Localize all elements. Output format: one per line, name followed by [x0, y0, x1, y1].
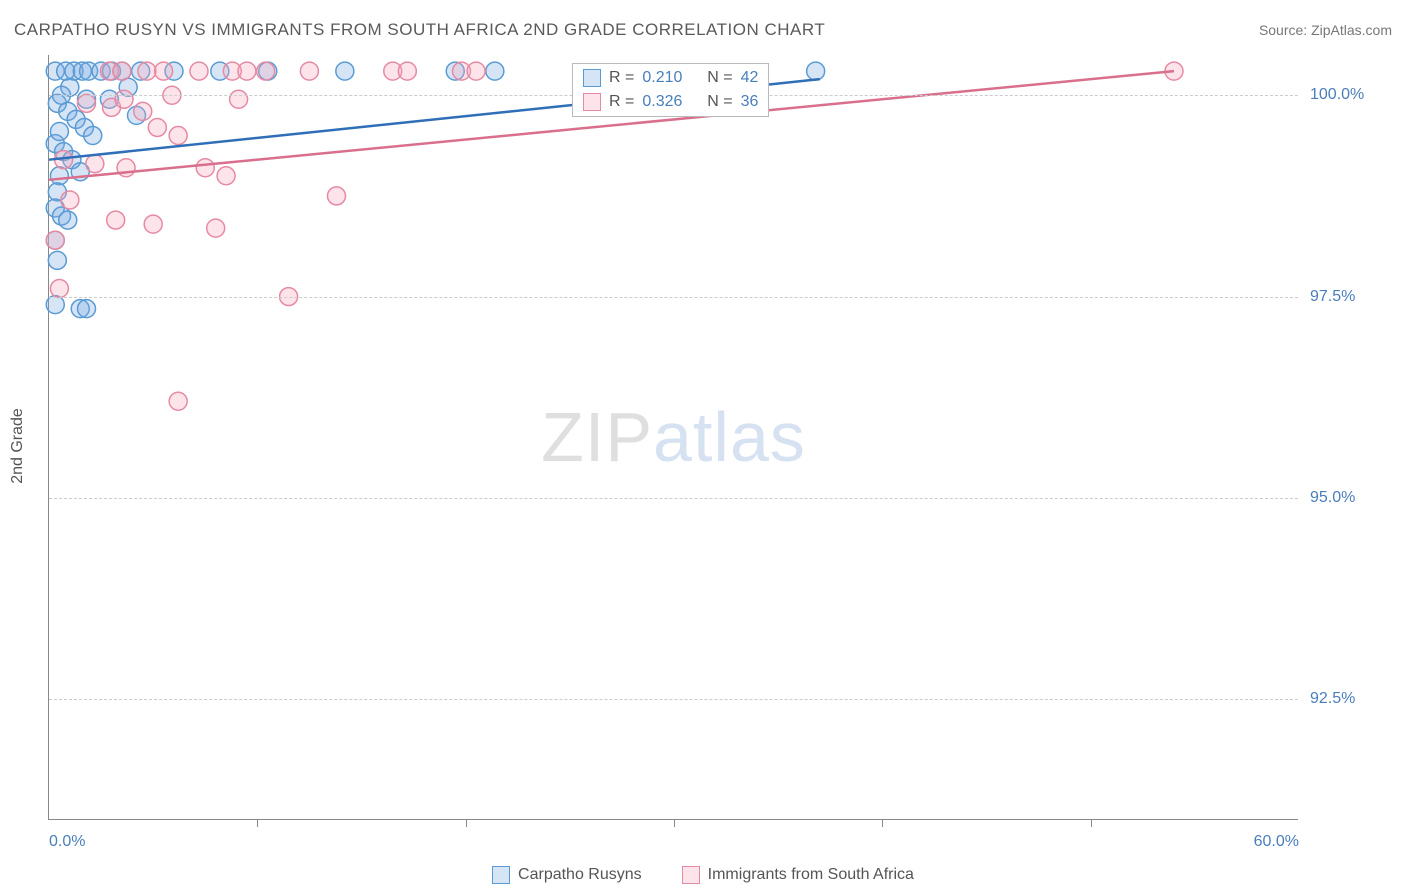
- data-point: [48, 251, 66, 269]
- y-tick-label: 100.0%: [1310, 86, 1390, 104]
- data-point: [107, 211, 125, 229]
- stats-row: R = 0.326 N = 36: [573, 90, 768, 114]
- data-point: [46, 231, 64, 249]
- x-minor-tick: [674, 819, 675, 827]
- data-point: [155, 62, 173, 80]
- gridline-h: [49, 498, 1298, 499]
- data-point: [113, 62, 131, 80]
- source-prefix: Source:: [1259, 22, 1311, 38]
- stats-row: R = 0.210 N = 42: [573, 66, 768, 90]
- x-tick-label: 60.0%: [1254, 833, 1299, 851]
- y-tick-label: 92.5%: [1310, 690, 1390, 708]
- data-point: [238, 62, 256, 80]
- data-point: [148, 118, 166, 136]
- r-label: R =: [609, 69, 634, 87]
- data-point: [84, 127, 102, 145]
- stats-swatch: [583, 93, 601, 111]
- data-point: [169, 392, 187, 410]
- y-axis-label: 2nd Grade: [9, 408, 27, 484]
- data-point: [217, 167, 235, 185]
- data-point: [328, 187, 346, 205]
- legend-swatch: [682, 866, 700, 884]
- legend: Carpatho Rusyns Immigrants from South Afr…: [0, 866, 1406, 884]
- title-bar: CARPATHO RUSYN VS IMMIGRANTS FROM SOUTH …: [14, 20, 1392, 40]
- chart-container: CARPATHO RUSYN VS IMMIGRANTS FROM SOUTH …: [0, 0, 1406, 892]
- data-point: [300, 62, 318, 80]
- legend-label: Immigrants from South Africa: [708, 866, 914, 884]
- legend-label: Carpatho Rusyns: [518, 866, 642, 884]
- y-tick-label: 95.0%: [1310, 489, 1390, 507]
- n-value: 36: [741, 93, 759, 111]
- plot-svg: [49, 55, 1298, 819]
- data-point: [138, 62, 156, 80]
- data-point: [78, 94, 96, 112]
- stats-box: R = 0.210 N = 42 R = 0.326 N = 36: [572, 63, 769, 117]
- data-point: [190, 62, 208, 80]
- data-point: [50, 123, 68, 141]
- x-minor-tick: [257, 819, 258, 827]
- n-value: 42: [741, 69, 759, 87]
- data-point: [230, 90, 248, 108]
- n-label: N =: [707, 93, 732, 111]
- data-point: [169, 127, 187, 145]
- data-point: [207, 219, 225, 237]
- r-value: 0.326: [642, 93, 682, 111]
- plot-area: ZIPatlas 92.5%95.0%97.5%100.0%0.0%60.0%: [48, 55, 1298, 820]
- legend-item: Immigrants from South Africa: [682, 866, 914, 884]
- data-point: [86, 155, 104, 173]
- data-point: [196, 159, 214, 177]
- data-point: [336, 62, 354, 80]
- stats-swatch: [583, 69, 601, 87]
- x-minor-tick: [882, 819, 883, 827]
- data-point: [59, 211, 77, 229]
- data-point: [807, 62, 825, 80]
- data-point: [486, 62, 504, 80]
- r-label: R =: [609, 93, 634, 111]
- data-point: [115, 90, 133, 108]
- data-point: [46, 296, 64, 314]
- x-minor-tick: [466, 819, 467, 827]
- data-point: [144, 215, 162, 233]
- legend-swatch: [492, 866, 510, 884]
- data-point: [134, 102, 152, 120]
- source-attribution: Source: ZipAtlas.com: [1259, 22, 1392, 38]
- gridline-h: [49, 297, 1298, 298]
- data-point: [257, 62, 275, 80]
- data-point: [78, 300, 96, 318]
- r-value: 0.210: [642, 69, 682, 87]
- gridline-h: [49, 699, 1298, 700]
- data-point: [467, 62, 485, 80]
- data-point: [398, 62, 416, 80]
- source-link[interactable]: ZipAtlas.com: [1311, 22, 1392, 38]
- data-point: [61, 191, 79, 209]
- data-point: [50, 280, 68, 298]
- chart-title: CARPATHO RUSYN VS IMMIGRANTS FROM SOUTH …: [14, 20, 825, 40]
- legend-item: Carpatho Rusyns: [492, 866, 642, 884]
- data-point: [50, 167, 68, 185]
- y-tick-label: 97.5%: [1310, 288, 1390, 306]
- n-label: N =: [707, 69, 732, 87]
- x-tick-label: 0.0%: [49, 833, 85, 851]
- x-minor-tick: [1091, 819, 1092, 827]
